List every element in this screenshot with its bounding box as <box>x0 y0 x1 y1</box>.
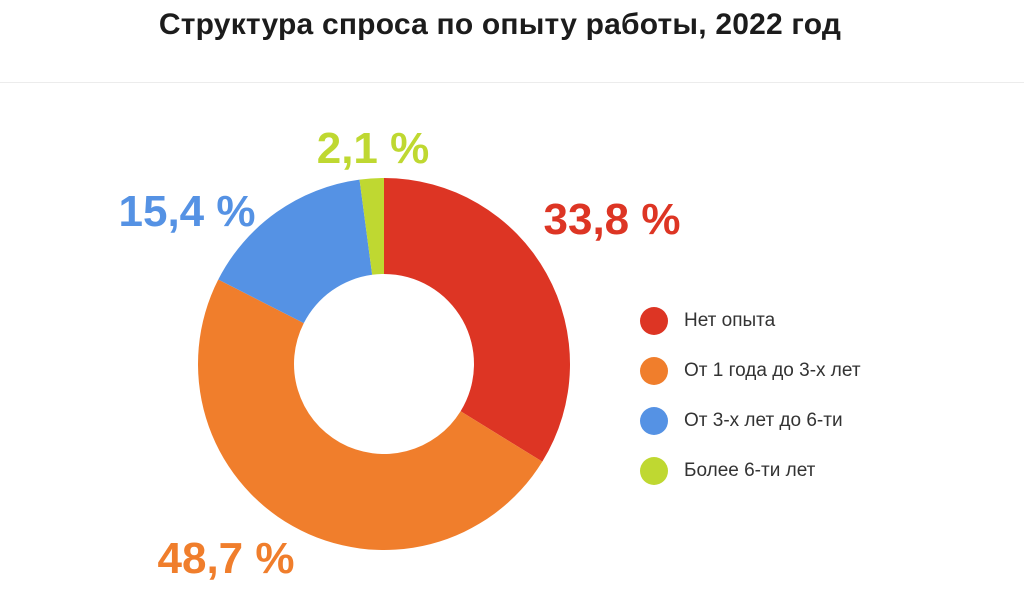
slice-label-3-6-years: 15,4 % <box>119 187 256 236</box>
slice-1-3-years <box>197 279 543 551</box>
legend-swatch <box>640 457 668 485</box>
chart-legend: Нет опыта От 1 года до 3-х лет От 3-х ле… <box>640 296 861 496</box>
legend-label: От 3-х лет до 6-ти <box>684 410 843 431</box>
legend-swatch <box>640 407 668 435</box>
legend-item-no-experience: Нет опыта <box>640 296 861 346</box>
slice-label-1-3-years: 48,7 % <box>158 534 295 583</box>
legend-swatch <box>640 307 668 335</box>
legend-item-1-3-years: От 1 года до 3-х лет <box>640 346 861 396</box>
chart-title: Структура спроса по опыту работы, 2022 г… <box>158 8 842 41</box>
title-divider <box>0 82 1024 83</box>
legend-swatch <box>640 357 668 385</box>
legend-item-3-6-years: От 3-х лет до 6-ти <box>640 396 861 446</box>
slice-label-no-experience: 33,8 % <box>544 195 681 244</box>
slice-3-6-years <box>218 179 373 324</box>
slice-labels: 33,8 % 48,7 % 15,4 % 2,1 % <box>119 124 681 583</box>
legend-label: От 1 года до 3-х лет <box>684 360 861 381</box>
legend-label: Нет опыта <box>684 310 776 331</box>
legend-item-over-6-years: Более 6-ти лет <box>640 446 861 496</box>
slice-over-6-years <box>359 178 384 275</box>
slice-no-experience <box>384 178 571 462</box>
slice-label-over-6-years: 2,1 % <box>317 124 430 173</box>
legend-label: Более 6-ти лет <box>684 460 816 481</box>
donut-slices <box>197 178 571 551</box>
